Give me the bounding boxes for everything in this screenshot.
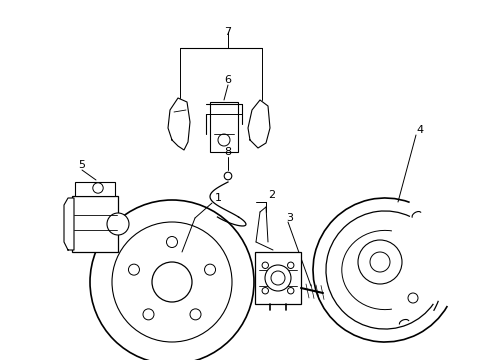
Circle shape <box>224 172 231 180</box>
Circle shape <box>262 262 268 269</box>
Circle shape <box>287 262 293 269</box>
Circle shape <box>90 200 253 360</box>
Circle shape <box>112 222 231 342</box>
Text: 7: 7 <box>224 27 231 37</box>
Polygon shape <box>168 98 190 150</box>
Circle shape <box>407 293 417 303</box>
Circle shape <box>152 262 192 302</box>
Text: 3: 3 <box>286 213 293 223</box>
Circle shape <box>204 264 215 275</box>
Circle shape <box>357 240 401 284</box>
Circle shape <box>142 309 154 320</box>
Circle shape <box>107 213 129 235</box>
Circle shape <box>262 288 268 294</box>
Text: 2: 2 <box>268 190 275 200</box>
Circle shape <box>369 252 389 272</box>
Circle shape <box>128 264 139 275</box>
Text: 4: 4 <box>416 125 423 135</box>
Circle shape <box>287 288 293 294</box>
FancyBboxPatch shape <box>209 102 238 152</box>
Circle shape <box>264 265 290 291</box>
Text: 5: 5 <box>79 160 85 170</box>
Polygon shape <box>64 198 74 250</box>
Circle shape <box>190 309 201 320</box>
FancyBboxPatch shape <box>254 252 301 304</box>
FancyBboxPatch shape <box>75 182 115 196</box>
Text: 8: 8 <box>224 147 231 157</box>
Circle shape <box>166 237 177 248</box>
Text: 6: 6 <box>224 75 231 85</box>
Text: 1: 1 <box>214 193 221 203</box>
FancyBboxPatch shape <box>72 196 118 252</box>
Circle shape <box>93 183 103 193</box>
Circle shape <box>218 134 229 146</box>
Circle shape <box>270 271 285 285</box>
Polygon shape <box>247 100 269 148</box>
